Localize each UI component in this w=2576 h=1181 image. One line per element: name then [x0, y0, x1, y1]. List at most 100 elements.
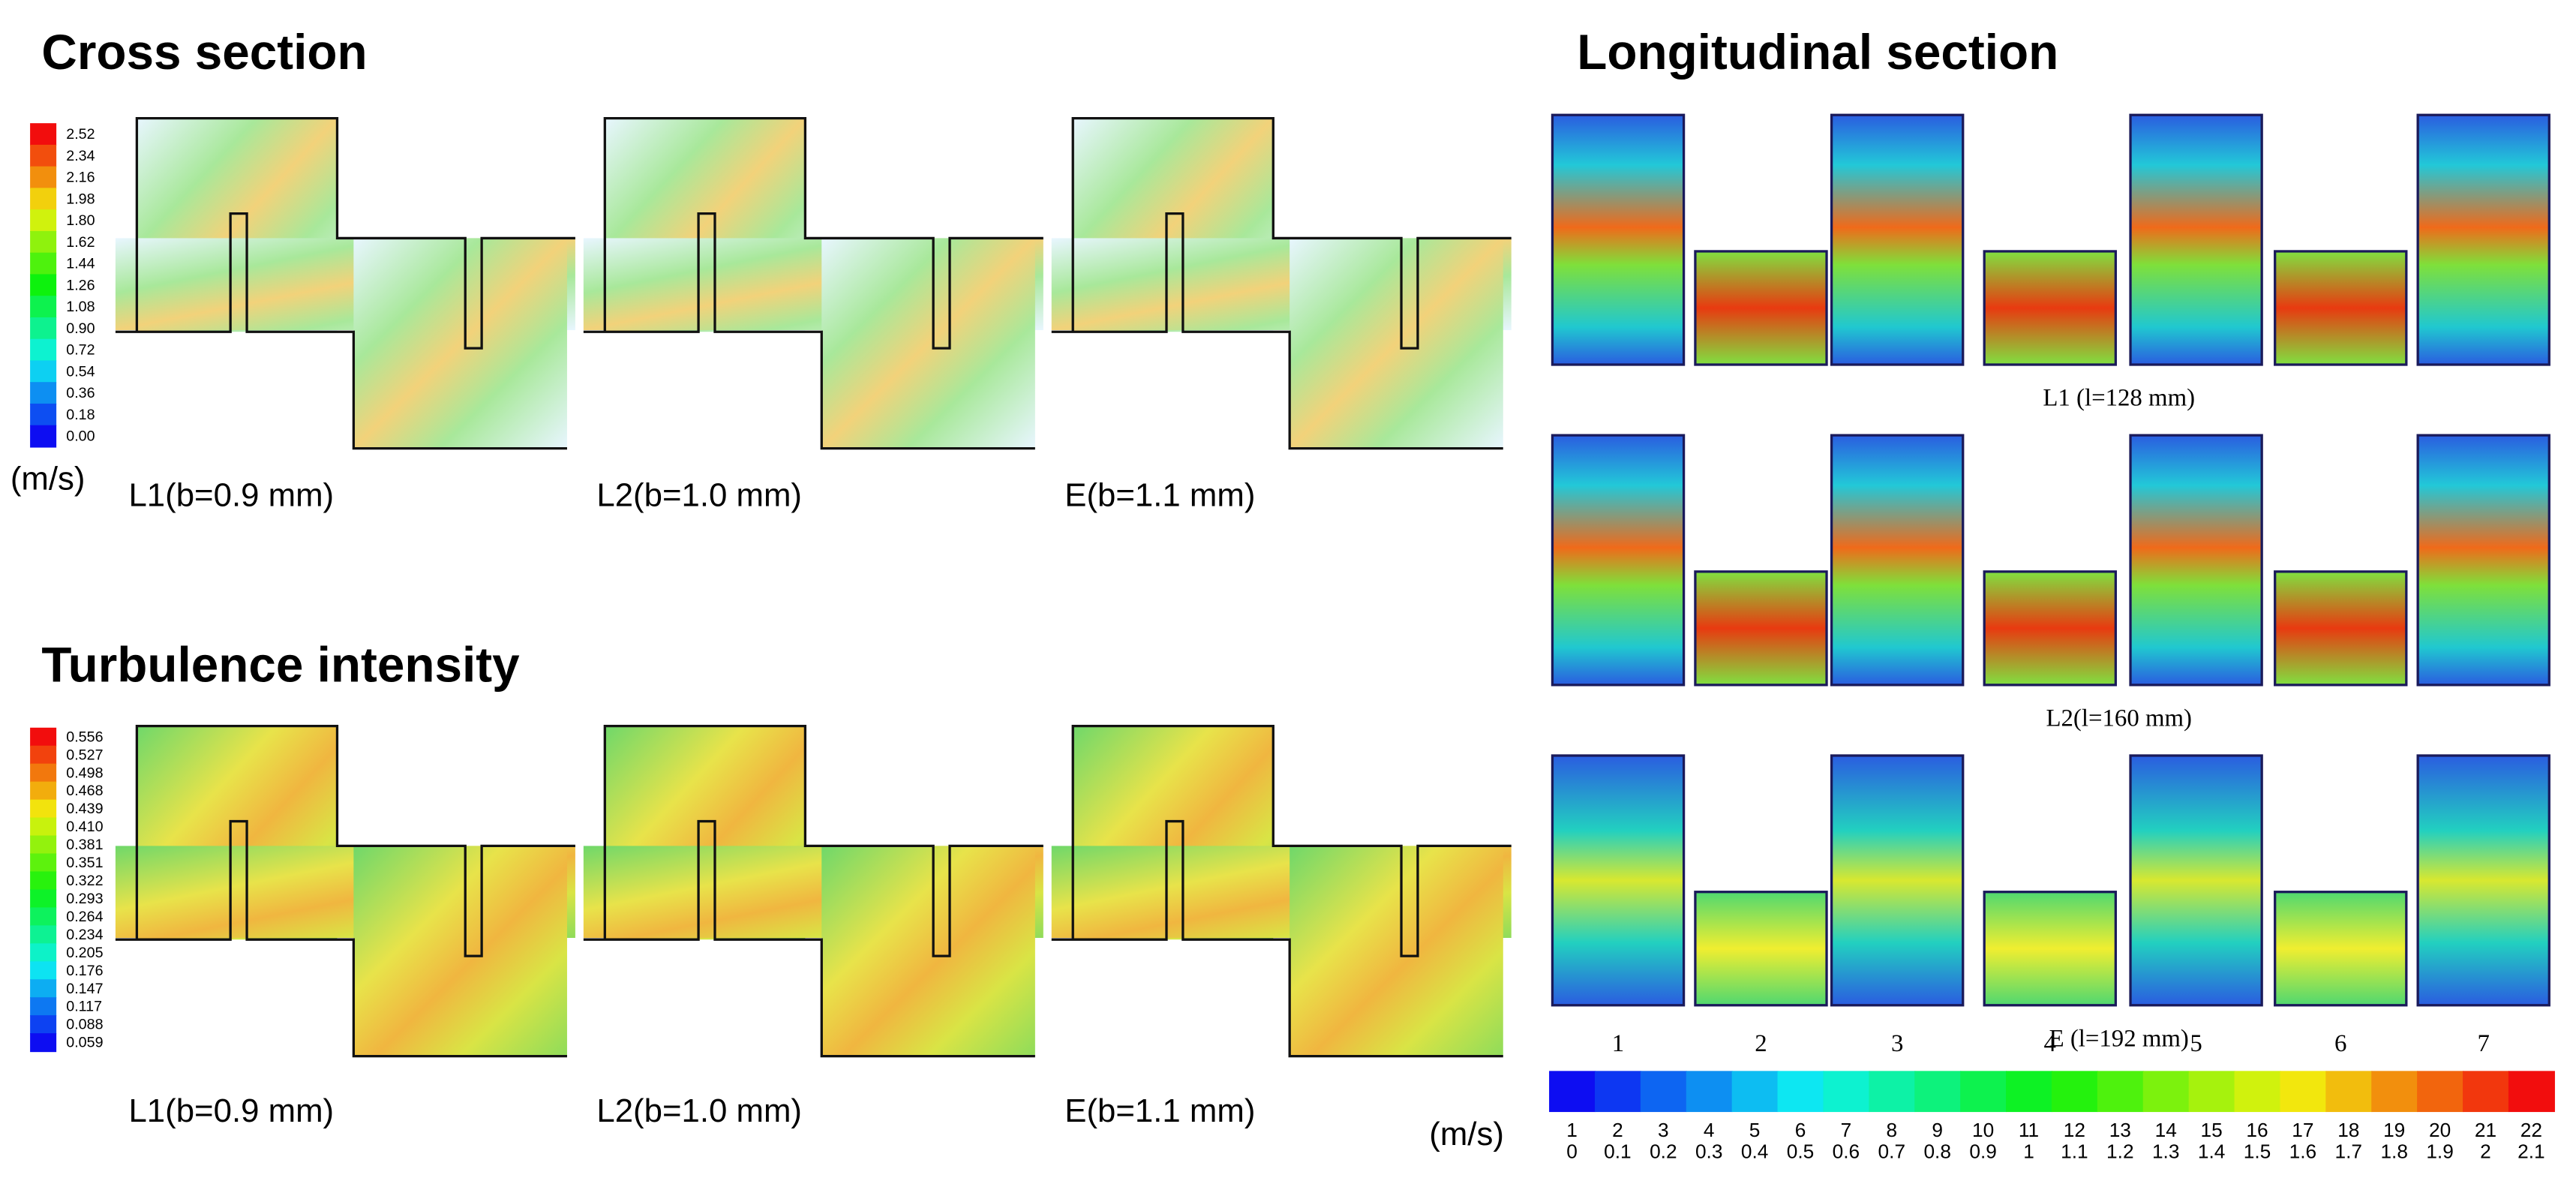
panel-label: L2(b=1.0 mm) — [596, 476, 802, 513]
unit-label: (m/s) — [11, 460, 86, 497]
colorbar-cell — [30, 943, 57, 963]
colorbar-label: 1.7 — [2335, 1140, 2363, 1162]
colorbar-cell — [1686, 1071, 1733, 1113]
colorbar-cell — [1960, 1071, 2007, 1113]
colorbar-label: 8 — [1887, 1119, 1898, 1141]
colorbar-cell — [30, 1015, 57, 1035]
colorbar-cell — [30, 745, 57, 765]
colorbar-label: 1.26 — [66, 277, 95, 293]
colorbar-label: 9 — [1932, 1119, 1943, 1141]
colorbar-cell — [30, 871, 57, 891]
unit-label: (m/s) — [1429, 1116, 1504, 1152]
colorbar-label: 0.498 — [66, 765, 103, 781]
contour-box — [1694, 570, 1828, 687]
colorbar-label: 19 — [2383, 1119, 2405, 1141]
colorbar-cell — [30, 252, 57, 275]
contour-box — [2129, 113, 2263, 366]
colorbar-cell — [1914, 1071, 1962, 1113]
colorbar-label: 22 — [2520, 1119, 2542, 1141]
colorbar-label: 0.527 — [66, 747, 103, 763]
colorbar-label: 2.34 — [66, 148, 95, 164]
colorbar-cell — [30, 166, 57, 189]
colorbar-label: 1.80 — [66, 212, 95, 229]
channel-field — [821, 846, 1035, 1056]
colorbar-cell — [30, 727, 57, 747]
colorbar-label: 13 — [2109, 1119, 2131, 1141]
contour-box — [1983, 891, 2117, 1007]
channel-wall — [115, 212, 567, 450]
colorbar-label: 15 — [2200, 1119, 2222, 1141]
column-label: 6 — [2334, 1030, 2346, 1057]
colorbar-label: 16 — [2246, 1119, 2268, 1141]
colorbar-label: 1 — [2023, 1140, 2034, 1162]
row-caption: L2(l=160 mm) — [2046, 705, 2191, 732]
colorbar-label: 0.2 — [1650, 1140, 1677, 1162]
colorbar-label: 2 — [1612, 1119, 1623, 1141]
channel-wall — [115, 819, 567, 1058]
row-caption: L1 (l=128 mm) — [2043, 385, 2195, 412]
contour-box — [1830, 434, 1965, 687]
panel-label: L1(b=0.9 mm) — [128, 476, 334, 513]
colorbar-label: 0.439 — [66, 801, 103, 817]
colorbar-cell — [30, 889, 57, 909]
colorbar-cell — [30, 209, 57, 233]
colorbar-label: 1.8 — [2380, 1140, 2408, 1162]
section-title: Longitudinal section — [1577, 25, 2058, 80]
row-caption: E (l=192 mm) — [2049, 1025, 2189, 1052]
colorbar-label: 0.3 — [1695, 1140, 1722, 1162]
channel-wall — [1071, 724, 1512, 957]
colorbar-label: 0.176 — [66, 963, 103, 979]
contour-box — [1694, 891, 1828, 1007]
colorbar-label: 0.147 — [66, 981, 103, 997]
column-label: 4 — [2044, 1030, 2056, 1057]
colorbar-cell — [2188, 1071, 2235, 1113]
channel-field — [353, 238, 567, 449]
colorbar-label: 0.5 — [1787, 1140, 1815, 1162]
colorbar-cell — [1640, 1071, 1687, 1113]
colorbar-cell — [1823, 1071, 1870, 1113]
colorbar-cell — [30, 317, 57, 340]
colorbar-label: 0.7 — [1878, 1140, 1906, 1162]
colorbar-cell — [30, 123, 57, 146]
column-label: 5 — [2190, 1030, 2202, 1057]
colorbar-label: 0.18 — [66, 407, 95, 423]
colorbar-label: 1.5 — [2244, 1140, 2271, 1162]
colorbar-label: 1.4 — [2198, 1140, 2226, 1162]
colorbar-label: 1.98 — [66, 191, 95, 207]
colorbar-label: 0.088 — [66, 1017, 103, 1033]
colorbar-label: 7 — [1841, 1119, 1852, 1141]
panel-label: E(b=1.1 mm) — [1064, 476, 1255, 513]
colorbar-cell — [2006, 1071, 2053, 1113]
colorbar-label: 0.468 — [66, 783, 103, 799]
colorbar-label: 20 — [2429, 1119, 2451, 1141]
contour-box — [1551, 434, 1686, 687]
colorbar-label: 11 — [2019, 1119, 2039, 1141]
colorbar-label: 0.293 — [66, 891, 103, 907]
colorbar-cell — [30, 925, 57, 945]
colorbar-cell — [1594, 1071, 1641, 1113]
colorbar-cell — [2142, 1071, 2190, 1113]
colorbar-cell — [30, 296, 57, 319]
colorbar-cell — [1777, 1071, 1824, 1113]
colorbar-cell — [30, 188, 57, 211]
colorbar-label: 0.322 — [66, 873, 103, 889]
colorbar-label: 14 — [2155, 1119, 2177, 1141]
channel-field — [821, 238, 1035, 449]
contour-box — [1830, 113, 1965, 366]
colorbar-label: 0.351 — [66, 855, 103, 871]
colorbar-cell — [2508, 1071, 2555, 1113]
colorbar-label: 5 — [1749, 1119, 1761, 1141]
colorbar-label: 6 — [1795, 1119, 1806, 1141]
contour-box — [2274, 250, 2408, 366]
colorbar-cell — [30, 230, 57, 254]
colorbar-cell — [30, 979, 57, 999]
colorbar-label: 1.44 — [66, 256, 95, 272]
colorbar-cell — [30, 907, 57, 927]
channel-field — [1290, 846, 1503, 1056]
channel-wall — [1051, 212, 1503, 450]
column-label: 1 — [1612, 1030, 1624, 1057]
colorbar-cell — [30, 961, 57, 981]
contour-box — [1983, 250, 2117, 366]
colorbar-cell — [2371, 1071, 2418, 1113]
